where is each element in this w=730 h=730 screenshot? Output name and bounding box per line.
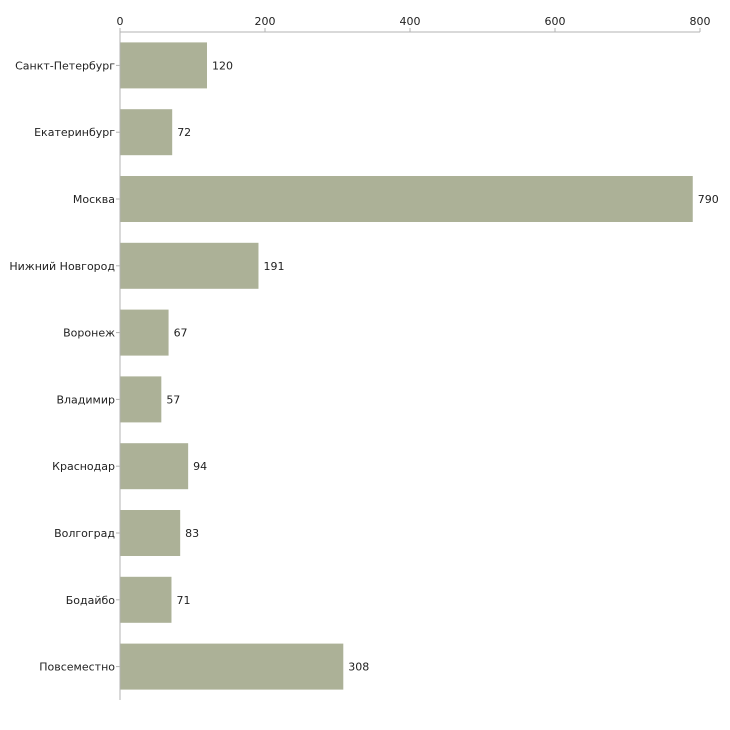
bar [120,576,172,623]
category-label: Нижний Новгород [9,260,115,273]
x-tick-label: 0 [117,15,124,28]
bar [120,309,169,356]
category-label: Краснодар [52,460,115,473]
data-label: 308 [348,661,369,674]
bars-layer [120,42,693,690]
axis-layer: 0 200 400 600 800 [116,15,711,700]
category-label: Владимир [56,393,115,406]
category-label: Волгоград [54,527,115,540]
category-label: Москва [73,193,115,206]
x-tick-label: 200 [255,15,276,28]
bar [120,109,173,156]
x-tick-label: 800 [690,15,711,28]
bar [120,242,259,289]
data-label: 67 [174,327,188,340]
data-label: 191 [263,260,284,273]
data-label: 83 [185,527,199,540]
bar [120,643,344,690]
bar [120,510,181,556]
x-tick-label: 400 [400,15,421,28]
category-label: Бодайбо [66,594,116,607]
category-label: Екатеринбург [34,126,115,139]
data-label: 72 [177,126,191,139]
data-label: 71 [176,594,190,607]
data-label: 94 [193,460,207,473]
data-label: 120 [212,59,233,72]
data-label: 790 [698,193,719,206]
category-label: Санкт-Петербург [15,59,115,72]
category-label: Воронеж [63,327,115,340]
data-label: 57 [166,393,180,406]
labels-layer: Санкт-Петербург 120 Екатеринбург 72 Москва 79… [9,59,718,673]
category-label: Повсеместно [39,661,115,674]
bar [120,176,693,222]
bar [120,376,162,423]
bar [120,42,207,89]
bar [120,443,189,490]
x-tick-label: 600 [545,15,566,28]
